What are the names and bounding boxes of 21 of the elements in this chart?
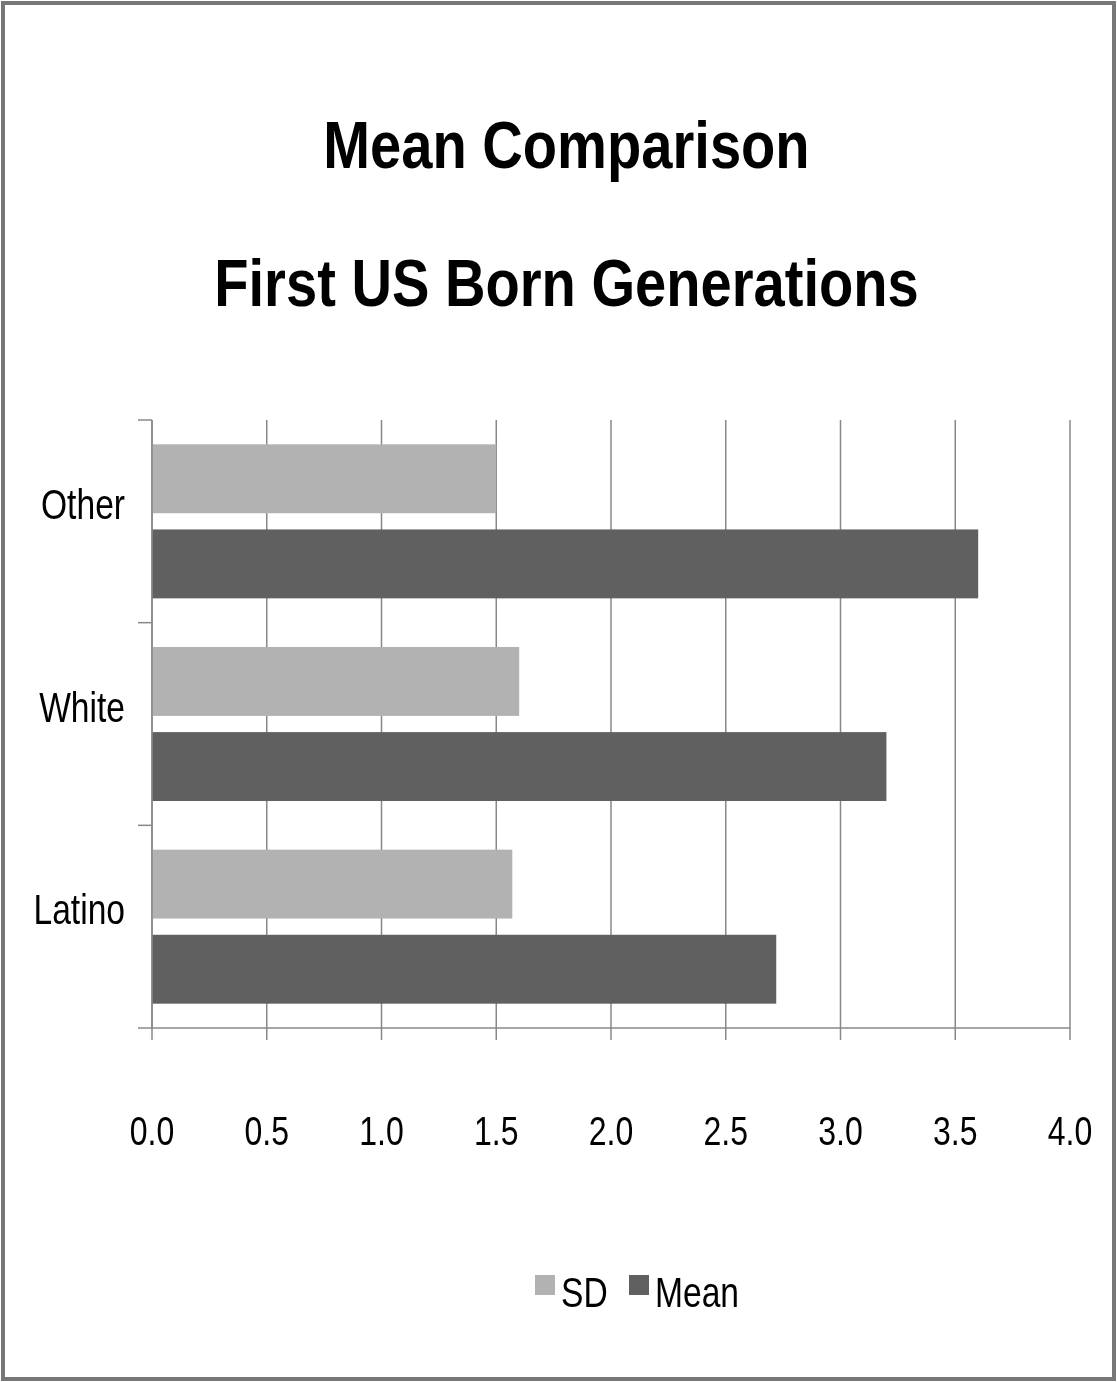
chart-title: Mean Comparison First US Born Generations (214, 108, 919, 321)
y-tick-label: Latino (33, 886, 125, 934)
x-tick-label: 2.0 (588, 1108, 634, 1154)
x-tick-label: 1.0 (359, 1108, 404, 1154)
x-tick-label: 3.0 (818, 1108, 863, 1154)
x-tick-label: 0.0 (129, 1108, 175, 1154)
y-tick-label: Other (41, 481, 126, 528)
bar (152, 646, 520, 716)
y-tick-label: White (39, 684, 125, 731)
bar (152, 934, 777, 1004)
bar (152, 849, 513, 919)
bar (152, 529, 979, 599)
bar (152, 444, 497, 514)
legend-label: Mean (655, 1269, 740, 1316)
bar (152, 732, 887, 802)
x-tick-label: 3.5 (933, 1108, 978, 1154)
legend-label: SD (561, 1269, 608, 1316)
x-tick-label: 0.5 (244, 1108, 289, 1154)
x-tick-label: 1.5 (474, 1108, 519, 1154)
x-tick-label: 4.0 (1047, 1108, 1093, 1154)
x-tick-label: 2.5 (703, 1108, 748, 1154)
